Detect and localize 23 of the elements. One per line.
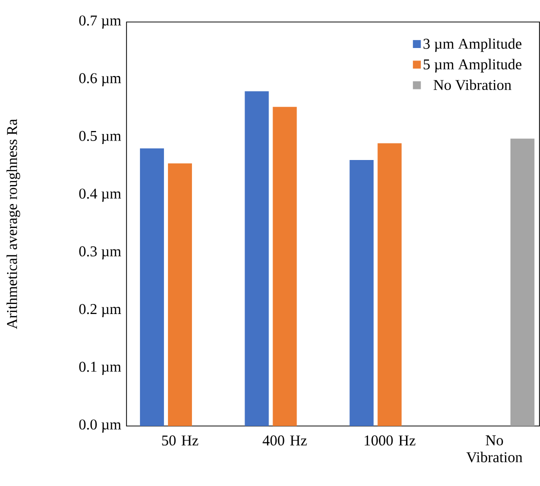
y-tick-label: 0.7 µm [79, 15, 122, 29]
x-tick-label: 1000 Hz [364, 435, 416, 446]
bar [244, 91, 269, 426]
bar [350, 160, 374, 426]
bar [168, 163, 192, 426]
y-tick-label: 0.5 µm [79, 130, 122, 144]
legend-label: 5 µm Amplitude [424, 58, 522, 72]
y-tick-label: 0.4 µm [79, 188, 122, 202]
x-tick-label: 400 Hz [262, 435, 307, 446]
x-tick-label: No Vibration [466, 435, 522, 462]
y-tick-label: 0.0 µm [79, 419, 122, 433]
bar [272, 106, 297, 426]
y-tick-label: 0.2 µm [79, 304, 122, 318]
bar [378, 143, 402, 426]
y-axis-title: Arithmetical average roughness Ra [6, 119, 20, 330]
bar [140, 148, 164, 426]
bar [510, 138, 534, 426]
y-tick-label: 0.3 µm [79, 246, 122, 260]
legend-label: 3 µm Amplitude [424, 38, 522, 52]
legend-label: No Vibration [434, 80, 512, 90]
y-tick-label: 0.6 µm [79, 73, 122, 86]
x-tick-label: 50 Hz [162, 435, 198, 446]
y-tick-label: 0.1 µm [79, 362, 122, 375]
